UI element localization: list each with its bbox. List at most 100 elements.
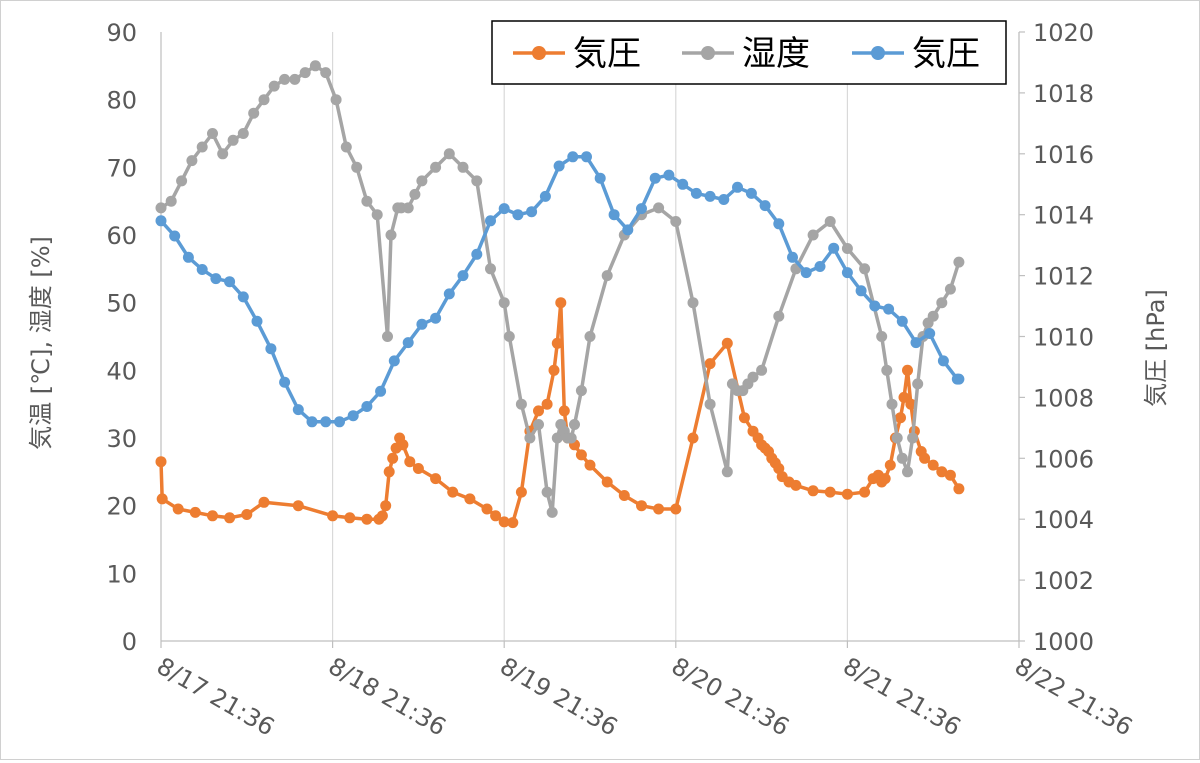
data-point <box>430 161 442 173</box>
data-point <box>320 416 332 428</box>
data-point <box>677 178 689 190</box>
y-tick-label-right: 1010 <box>1033 324 1094 352</box>
data-point <box>828 242 840 254</box>
legend-swatch-marker <box>701 46 715 60</box>
data-point <box>430 473 442 485</box>
y-axis-label-left: 気温 [℃], 湿度 [%] <box>27 236 55 450</box>
data-point <box>409 188 421 200</box>
legend-label: 湿度 <box>742 34 810 74</box>
data-point <box>471 248 483 260</box>
data-point <box>227 134 239 146</box>
data-point <box>738 412 750 424</box>
data-point <box>891 432 903 444</box>
data-point <box>224 276 236 288</box>
axis-layer: 8/17 21:36 8/18 21:36 8/19 21:36 8/20 21:36… <box>106 19 1137 742</box>
legend-items: 気圧 湿度 気圧 <box>513 34 980 74</box>
data-point <box>756 364 768 376</box>
data-point <box>347 410 359 422</box>
data-point <box>883 303 895 315</box>
data-point <box>464 493 476 505</box>
data-point <box>584 459 596 471</box>
y-tick-label-left: 80 <box>106 87 137 115</box>
data-point <box>334 416 345 428</box>
data-point <box>581 151 592 163</box>
data-point <box>859 486 871 498</box>
data-point <box>594 172 606 184</box>
data-point <box>289 73 301 85</box>
data-point <box>859 263 871 275</box>
data-point <box>515 398 527 410</box>
data-point <box>721 337 733 349</box>
data-point <box>265 343 277 355</box>
data-point <box>636 500 647 512</box>
data-point <box>457 270 469 282</box>
data-point <box>217 148 229 160</box>
data-point <box>306 416 318 428</box>
data-point <box>210 273 222 285</box>
y-tick-label-right: 1008 <box>1033 384 1094 412</box>
data-point <box>388 355 400 367</box>
data-point <box>807 229 819 241</box>
series-layer <box>155 60 965 529</box>
data-point <box>457 161 469 173</box>
data-point <box>601 270 613 282</box>
data-point <box>376 510 388 522</box>
data-point <box>371 209 383 221</box>
data-point <box>169 230 181 242</box>
data-point <box>944 469 956 481</box>
data-point <box>567 151 579 163</box>
data-point <box>507 517 519 529</box>
data-point <box>471 175 483 187</box>
data-point <box>279 376 291 388</box>
data-point <box>258 496 270 508</box>
data-point <box>498 297 510 309</box>
data-point <box>912 378 924 390</box>
data-point <box>237 128 249 139</box>
y-tick-label-left: 40 <box>106 357 137 385</box>
data-point <box>224 512 236 524</box>
data-point <box>189 506 201 518</box>
data-point <box>732 181 743 193</box>
data-point <box>515 486 527 498</box>
y-tick-label-right: 1012 <box>1033 263 1094 291</box>
data-point <box>207 510 218 522</box>
data-point <box>416 175 428 187</box>
data-point <box>402 202 414 214</box>
y-axis-label-right: 気圧 [hPa] <box>1142 289 1170 407</box>
data-point <box>309 60 321 72</box>
data-point <box>512 209 524 221</box>
data-point <box>430 312 442 324</box>
y-tick-label-left: 70 <box>106 154 137 182</box>
data-point <box>551 337 563 349</box>
data-point <box>251 315 263 327</box>
y-tick-label-right: 1000 <box>1033 628 1094 656</box>
data-point <box>687 297 699 309</box>
legend-label: 気圧 <box>912 34 980 74</box>
series-line <box>160 64 961 515</box>
data-point <box>524 432 536 444</box>
data-point <box>704 358 716 370</box>
y-tick-label-left: 60 <box>106 222 137 250</box>
data-point <box>907 432 919 444</box>
y-tick-label-right: 1002 <box>1033 567 1094 595</box>
data-point <box>953 483 965 495</box>
data-point <box>443 288 455 300</box>
data-point <box>503 331 515 342</box>
y-tick-label-right: 1020 <box>1033 19 1094 47</box>
data-point <box>902 364 913 376</box>
data-point <box>481 503 493 515</box>
data-point <box>608 209 620 221</box>
data-point <box>447 486 459 498</box>
data-point <box>548 364 560 376</box>
data-point <box>533 405 544 417</box>
data-point <box>905 398 917 410</box>
data-point <box>558 405 570 417</box>
data-point <box>663 169 675 181</box>
data-point <box>485 263 496 275</box>
y-tick-label-right: 1004 <box>1033 506 1094 534</box>
data-point <box>279 73 291 85</box>
data-point <box>569 419 580 430</box>
data-point <box>896 315 908 327</box>
data-point <box>790 479 802 491</box>
